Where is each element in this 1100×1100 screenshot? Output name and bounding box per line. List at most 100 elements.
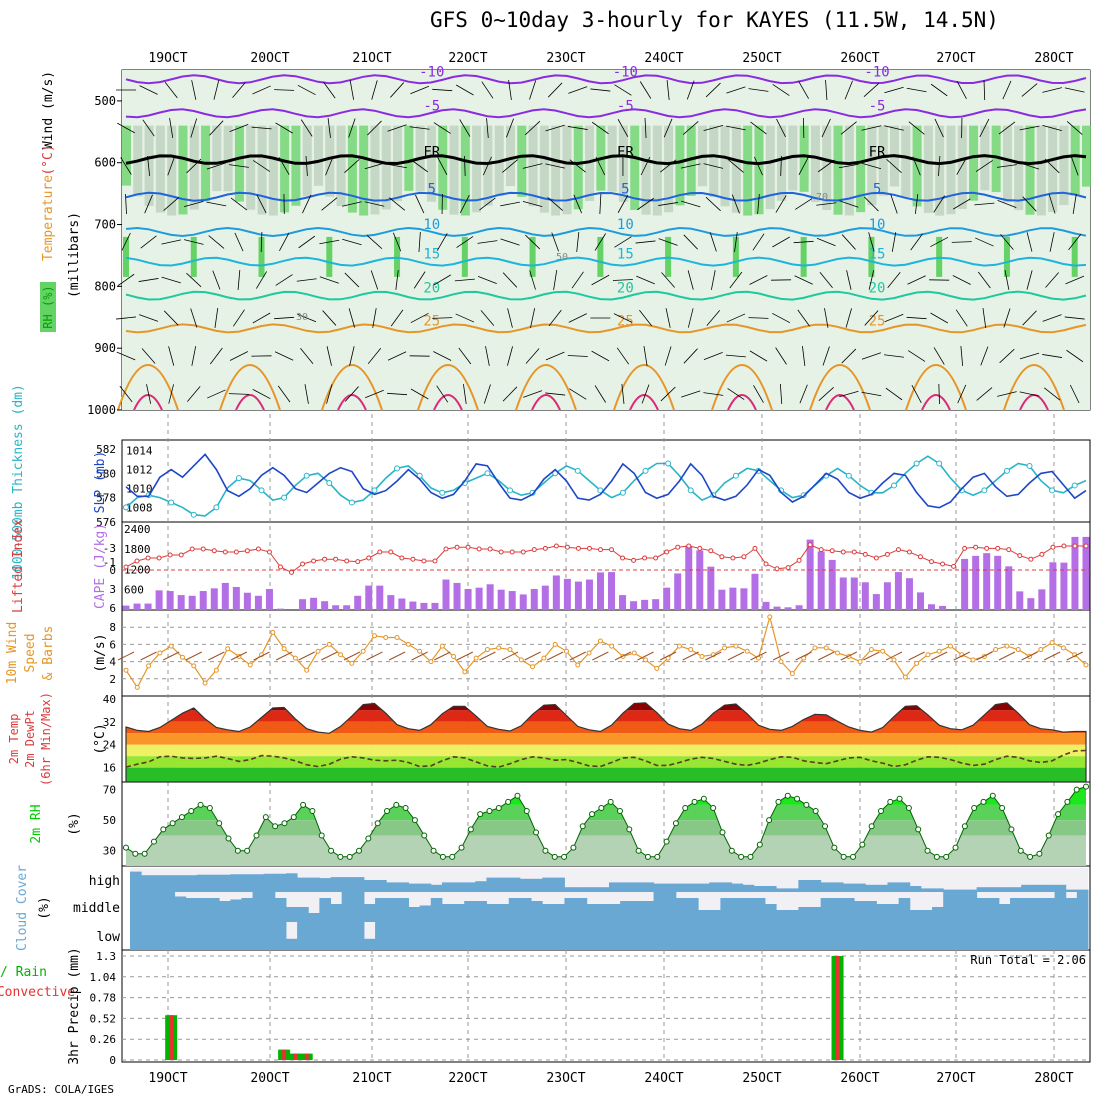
- upper-wind-barb: [1064, 87, 1085, 93]
- wind-barb: [366, 651, 383, 661]
- upper-wind-barb: [120, 157, 132, 175]
- cloud-cell-low: [842, 922, 855, 950]
- rh-marker: [318, 832, 325, 839]
- rh-marker: [570, 844, 577, 851]
- lifted-marker: [1061, 543, 1067, 549]
- upper-wind-barb: [748, 317, 769, 319]
- rh-cell-mid: [246, 125, 256, 210]
- lifted-marker: [829, 548, 835, 554]
- wind-marker: [146, 663, 152, 669]
- lifted-marker: [1072, 543, 1078, 549]
- cape-bar: [608, 572, 616, 610]
- upper-wind-barb: [910, 233, 923, 251]
- upper-wind-barb: [952, 275, 971, 285]
- upper-wind-barb: [890, 194, 898, 214]
- upper-wind-barb: [522, 163, 543, 169]
- cloud-cell-low: [631, 922, 643, 950]
- bottom-x-tick-28OCT: 28OCT: [1034, 1071, 1073, 1086]
- cloud-cell-low: [720, 922, 733, 950]
- upper-wind-barb: [237, 270, 241, 290]
- cloud-cell-high: [308, 877, 320, 892]
- cloud-cell-middle: [943, 892, 955, 922]
- cloud-cell-high: [519, 878, 532, 892]
- cloud-cell-middle: [954, 892, 966, 922]
- cloud-cell-high: [230, 874, 242, 892]
- thickness-marker: [1003, 467, 1010, 474]
- thickness-marker: [168, 499, 175, 506]
- upper-wind-barb: [938, 155, 941, 177]
- cloud-cell-high: [285, 873, 298, 892]
- cape-tick-1800: 1800: [124, 543, 151, 556]
- upper-wind-barb: [500, 238, 520, 246]
- wind-barb: [682, 651, 699, 661]
- top-x-tick-19OCT: 19OCT: [148, 51, 187, 66]
- cape-bar: [221, 582, 229, 610]
- cape-bar: [387, 595, 395, 610]
- lifted-marker: [222, 549, 228, 555]
- isotherm--5: [125, 108, 1087, 119]
- upper-wind-barb: [545, 351, 565, 361]
- cloud-cell-middle: [419, 905, 432, 922]
- upper-wind-barb: [433, 122, 451, 134]
- wind-marker: [823, 645, 829, 651]
- upper-wind-barb: [210, 347, 223, 365]
- lifted-marker: [929, 559, 935, 565]
- rh-cell-mid: [980, 125, 990, 191]
- wind-barb: [185, 651, 202, 661]
- rh-marker: [411, 817, 418, 824]
- upper-wind-barb: [819, 271, 833, 289]
- precip-bar-convective: [282, 1049, 287, 1060]
- upper-wind-barb: [163, 197, 179, 211]
- upper-wind-barb: [594, 385, 606, 403]
- cloud-cell-middle: [352, 892, 365, 922]
- cloud-cell-middle: [241, 898, 254, 922]
- wind-marker: [213, 667, 219, 673]
- upper-wind-barb: [838, 163, 859, 169]
- cloud-cell-low: [464, 922, 476, 950]
- cloud-cell-high: [196, 874, 209, 892]
- rh-cell-mid: [731, 125, 741, 213]
- upper-wind-barb: [802, 346, 806, 366]
- upper-wind-barb: [816, 202, 837, 206]
- cape-bar: [265, 589, 273, 610]
- cloud-cell-high: [141, 875, 153, 892]
- rh-marker: [710, 804, 717, 811]
- cape-bar: [365, 585, 373, 610]
- isotherm-label--5-0: -5: [423, 98, 440, 114]
- cloud-cell-high: [709, 882, 721, 892]
- wind-marker: [778, 659, 784, 665]
- cloud-cell-middle: [1032, 898, 1044, 922]
- top-x-tick-22OCT: 22OCT: [448, 51, 487, 66]
- upper-wind-barb: [637, 197, 654, 211]
- upper-wind-barb: [274, 316, 295, 320]
- precip-bar-convective: [304, 1053, 309, 1060]
- upper-wind-barb: [161, 276, 181, 284]
- lifted-marker: [1006, 547, 1012, 553]
- rh-marker: [1055, 811, 1062, 818]
- upper-wind-barb: [660, 386, 676, 402]
- cloud-cell-high: [375, 880, 387, 892]
- upper-wind-barb: [884, 354, 904, 358]
- cloud-cell-high: [341, 877, 354, 892]
- upper-wind-barb: [319, 276, 339, 284]
- cloud-cell-high: [764, 886, 777, 892]
- isotherm-label--10-1: -10: [613, 64, 638, 80]
- thickness-marker: [891, 482, 897, 489]
- cloud-cell-middle: [174, 896, 187, 922]
- upper-wind-barb: [658, 238, 678, 246]
- warm-dome-1: [219, 364, 281, 411]
- cloud-cell-low: [430, 922, 443, 950]
- upper-wind-barb: [147, 156, 151, 176]
- title-bar: GFS 0~10day 3-hourly for KAYES (11.5W, 1…: [430, 8, 999, 32]
- wind-marker: [643, 657, 649, 663]
- upper-wind-barb: [395, 270, 399, 290]
- cape-bar: [718, 589, 726, 610]
- upper-wind-barb: [846, 270, 852, 290]
- upper-wind-barb: [884, 125, 904, 131]
- cloud-cell-middle: [865, 901, 877, 922]
- rh-cell-high: [732, 236, 739, 277]
- rh-marker: [477, 811, 484, 818]
- wind-marker: [417, 648, 423, 654]
- upper-wind-barb: [364, 162, 385, 170]
- upper-label-millibars: (millibars): [67, 212, 82, 298]
